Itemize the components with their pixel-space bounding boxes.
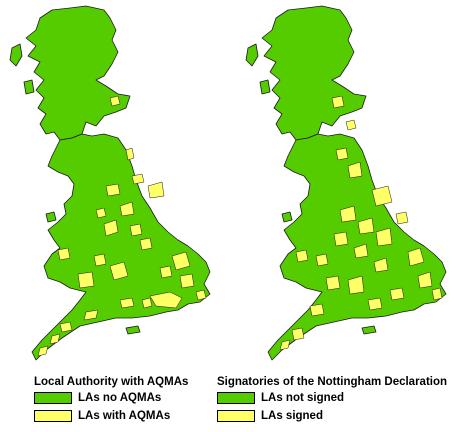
isle-of-wight — [361, 325, 377, 335]
uk-map-nottingham-declaration — [245, 5, 447, 361]
legend-item-signed: LAs signed — [217, 407, 447, 425]
hebrides — [9, 43, 23, 67]
aqma-area — [103, 219, 119, 237]
legend-title: Signatories of the Nottingham Declaratio… — [217, 376, 448, 388]
signed-area — [431, 287, 443, 301]
signed-area — [407, 247, 425, 267]
aqma-area — [105, 183, 121, 197]
aqma-area — [59, 321, 73, 333]
legend-swatch — [217, 392, 255, 404]
signed-area — [279, 339, 291, 351]
uk-map-aqmas — [9, 5, 211, 361]
signed-area — [325, 275, 341, 291]
legend-swatch — [34, 392, 72, 404]
skye — [259, 79, 271, 95]
aqma-area — [109, 261, 129, 281]
aqma-area — [119, 297, 135, 309]
signed-area — [335, 147, 349, 161]
aqma-area — [95, 207, 107, 219]
aqma-area — [147, 181, 165, 199]
hebrides — [245, 43, 259, 67]
aqma-area — [139, 237, 153, 251]
aqma-area — [195, 289, 207, 301]
legend-swatch — [217, 410, 255, 422]
signed-area — [395, 211, 409, 225]
aqma-area — [93, 253, 107, 267]
aqma-area — [159, 265, 173, 279]
legend-nottingham-declaration: Signatories of the Nottingham Declaratio… — [217, 375, 447, 425]
aqma-area — [129, 223, 143, 237]
signed-area — [347, 275, 365, 295]
signed-area — [353, 243, 369, 259]
aqma-area — [49, 333, 61, 345]
anglesey — [281, 211, 293, 223]
signed-area — [315, 253, 329, 267]
aqma-area — [149, 291, 183, 309]
aqma-area — [57, 247, 71, 261]
anglesey — [45, 211, 57, 223]
legend-swatch — [34, 410, 72, 422]
legend-label: LAs no AQMAs — [78, 392, 162, 404]
signed-area — [347, 161, 363, 179]
signed-area — [295, 249, 309, 263]
isle-of-wight — [125, 325, 141, 335]
aqma-areas — [37, 95, 207, 357]
legend-aqmas: Local Authority with AQMAs LAs no AQMAs … — [34, 375, 188, 425]
legend-label: LAs with AQMAs — [78, 410, 171, 422]
signed-area — [357, 217, 375, 235]
aqma-area — [141, 297, 153, 309]
legend-item-not-signed: LAs not signed — [217, 389, 447, 407]
northern-scotland — [25, 5, 131, 141]
signed-area — [371, 185, 393, 207]
aqma-area — [171, 251, 191, 271]
signed-area — [291, 327, 305, 341]
aqma-area — [83, 309, 99, 321]
signed-area — [333, 231, 349, 247]
legend-item-no-aqmas: LAs no AQMAs — [34, 389, 188, 407]
aqma-area — [37, 345, 49, 357]
aqma-area — [109, 95, 121, 107]
signed-area — [389, 287, 405, 301]
skye — [23, 79, 35, 95]
northern-scotland — [261, 5, 367, 141]
legend-label: LAs not signed — [261, 392, 345, 404]
signed-area — [345, 119, 357, 131]
signed-area — [373, 257, 389, 273]
signed-areas — [279, 95, 443, 351]
signed-area — [339, 205, 357, 223]
signed-area — [375, 227, 393, 247]
aqma-area — [131, 173, 145, 185]
signed-area — [309, 303, 325, 317]
signed-area — [367, 297, 383, 311]
legend-title: Local Authority with AQMAs — [34, 376, 189, 388]
land-areas — [9, 5, 211, 361]
aqma-area — [125, 147, 135, 161]
land-areas — [245, 5, 447, 361]
aqma-area — [77, 271, 95, 289]
legend-item-with-aqmas: LAs with AQMAs — [34, 407, 188, 425]
signed-area — [417, 271, 433, 289]
signed-area — [331, 95, 345, 109]
aqma-area — [119, 201, 135, 217]
legend-label: LAs signed — [261, 410, 323, 422]
southern-scotland-england — [31, 133, 211, 361]
aqma-area — [179, 273, 195, 289]
